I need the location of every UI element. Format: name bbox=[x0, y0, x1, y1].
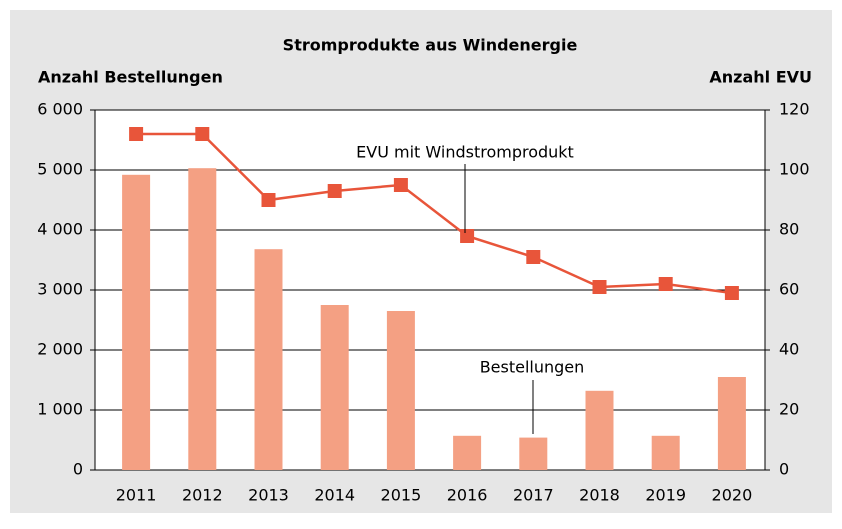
y2-tick-label: 0 bbox=[779, 460, 789, 479]
bar bbox=[717, 377, 746, 470]
bar bbox=[188, 168, 217, 470]
x-tick-label: 2014 bbox=[314, 486, 355, 505]
chart-title: Stromprodukte aus Windenergie bbox=[283, 36, 578, 55]
x-tick-label: 2020 bbox=[712, 486, 753, 505]
y2-tick-label: 100 bbox=[779, 160, 810, 179]
bar bbox=[254, 249, 283, 470]
marker bbox=[195, 127, 210, 141]
marker bbox=[526, 250, 541, 264]
bar bbox=[320, 305, 349, 470]
x-tick-label: 2018 bbox=[579, 486, 620, 505]
annotation: Bestellungen bbox=[480, 358, 585, 377]
marker bbox=[592, 280, 607, 294]
y2-tick-label: 80 bbox=[779, 220, 799, 239]
x-tick-label: 2017 bbox=[513, 486, 554, 505]
bar bbox=[386, 311, 415, 470]
bar bbox=[651, 435, 680, 470]
x-tick-label: 2012 bbox=[182, 486, 223, 505]
y-tick-label: 4 000 bbox=[37, 220, 83, 239]
y-tick-label: 6 000 bbox=[37, 100, 83, 119]
bar bbox=[585, 390, 614, 470]
y-tick-label: 0 bbox=[73, 460, 83, 479]
line bbox=[136, 132, 733, 295]
x-tick-label: 2011 bbox=[116, 486, 157, 505]
y2-tick-label: 40 bbox=[779, 340, 799, 359]
x-tick-label: 2013 bbox=[248, 486, 289, 505]
marker bbox=[129, 127, 144, 141]
y-tick-label: 3 000 bbox=[37, 280, 83, 299]
y2-tick-label: 20 bbox=[779, 400, 799, 419]
annotation: EVU mit Windstromprodukt bbox=[356, 143, 574, 162]
y-axis-label: Anzahl Bestellungen bbox=[38, 68, 223, 87]
marker bbox=[261, 193, 276, 207]
marker bbox=[658, 277, 673, 291]
bar bbox=[122, 174, 151, 471]
y2-tick-label: 120 bbox=[779, 100, 810, 119]
x-tick-label: 2019 bbox=[645, 486, 686, 505]
y2-tick-label: 60 bbox=[779, 280, 799, 299]
y-tick-label: 5 000 bbox=[37, 160, 83, 179]
y2-axis-label: Anzahl EVU bbox=[709, 68, 812, 87]
marker bbox=[724, 286, 739, 300]
x-tick-label: 2016 bbox=[447, 486, 488, 505]
y-tick-label: 2 000 bbox=[37, 340, 83, 359]
x-tick-label: 2015 bbox=[381, 486, 422, 505]
marker bbox=[460, 229, 475, 243]
bar bbox=[519, 437, 548, 470]
bar bbox=[453, 435, 482, 470]
y-tick-label: 1 000 bbox=[37, 400, 83, 419]
marker bbox=[327, 184, 342, 198]
marker bbox=[393, 178, 408, 192]
